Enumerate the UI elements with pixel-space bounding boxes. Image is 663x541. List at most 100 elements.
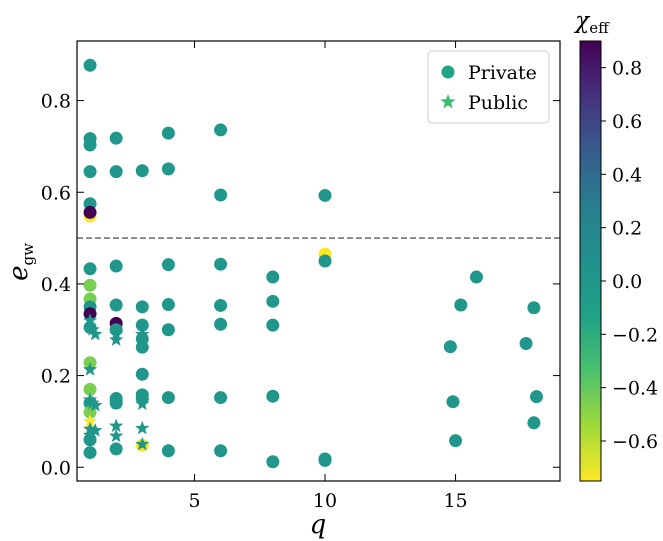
colorbar-label: χeff <box>573 8 610 37</box>
private-point <box>109 259 123 273</box>
private-point <box>135 318 149 332</box>
colorbar-gradient <box>579 40 602 482</box>
public-point <box>82 362 98 376</box>
colorbar-ticks: 0.8 0.6 0.4 0.2 0.0 −0.2 −0.4 −0.6 <box>601 58 658 453</box>
y-tick-label: 0.6 <box>41 182 71 204</box>
private-point <box>214 188 228 202</box>
private-point <box>530 390 544 404</box>
legend-label-private: Private <box>468 62 537 84</box>
public-point <box>135 436 150 451</box>
legend-box <box>427 50 550 124</box>
private-point <box>83 278 97 292</box>
y-tick-label: 0.0 <box>41 457 71 479</box>
x-tick-label: 5 <box>188 490 200 512</box>
public-point <box>85 395 100 410</box>
colorbar-tick-label: −0.4 <box>612 378 658 400</box>
private-point <box>449 434 463 448</box>
axis-ticks: 5 10 15 0.0 0.2 0.4 0.6 0.8 <box>41 41 560 512</box>
private-point <box>266 294 280 308</box>
private-point <box>161 323 175 337</box>
private-point <box>527 301 541 315</box>
private-point <box>83 433 97 447</box>
y-tick-label: 0.8 <box>41 91 71 113</box>
private-point <box>109 131 123 145</box>
legend-circle-marker <box>441 65 455 79</box>
public-point <box>88 423 103 437</box>
private-point <box>83 262 97 276</box>
public-point <box>109 418 124 433</box>
private-point <box>83 446 97 460</box>
public-point <box>135 420 150 435</box>
private-point <box>109 298 123 312</box>
colorbar-tick-label: 0.4 <box>612 164 642 186</box>
private-point <box>109 442 123 456</box>
private-point <box>135 164 149 178</box>
private-point <box>83 165 97 179</box>
legend: Private Public <box>427 50 550 124</box>
private-point <box>161 391 175 405</box>
public-point <box>135 326 150 341</box>
colorbar-tick-label: −0.6 <box>612 431 658 453</box>
public-point <box>109 428 124 443</box>
private-point <box>214 257 228 271</box>
colorbar-tick-label: −0.2 <box>612 324 658 346</box>
public-point <box>109 332 124 346</box>
private-point <box>266 270 280 284</box>
colorbar-tick-label: 0.0 <box>612 271 642 293</box>
colorbar-tick-label: 0.8 <box>612 58 642 80</box>
y-tick-label: 0.4 <box>41 274 71 296</box>
private-point <box>443 340 457 354</box>
private-point <box>161 258 175 272</box>
private-point <box>135 367 149 381</box>
colorbar-tick-label: 0.2 <box>612 218 642 240</box>
private-point <box>109 165 123 179</box>
private-point <box>83 58 97 72</box>
private-point <box>161 444 175 458</box>
colorbar: 0.8 0.6 0.4 0.2 0.0 −0.2 −0.4 −0.6 χeff <box>573 8 658 482</box>
private-point <box>135 300 149 314</box>
private-point <box>318 453 332 467</box>
public-point <box>88 326 103 341</box>
private-point <box>214 391 228 405</box>
data-markers <box>82 58 544 469</box>
private-point <box>266 318 280 332</box>
x-tick-label: 10 <box>313 490 337 512</box>
private-point <box>135 340 149 354</box>
private-point <box>214 298 228 312</box>
private-point <box>161 126 175 140</box>
public-point <box>85 322 100 336</box>
private-point <box>318 188 332 202</box>
private-point <box>214 444 228 458</box>
private-point <box>527 416 541 430</box>
x-axis-label: q <box>310 510 327 540</box>
private-point <box>454 298 468 312</box>
colorbar-tick-label: 0.6 <box>612 111 642 133</box>
public-point <box>82 413 98 428</box>
private-point <box>446 395 460 409</box>
public-point <box>82 313 98 327</box>
private-point <box>469 270 483 284</box>
private-point <box>83 138 97 152</box>
private-point <box>266 389 280 403</box>
private-point <box>83 382 97 396</box>
legend-label-public: Public <box>468 92 528 114</box>
private-point <box>161 298 175 312</box>
public-point <box>88 397 103 412</box>
private-point <box>161 162 175 176</box>
public-point <box>135 396 150 411</box>
private-point <box>83 205 97 219</box>
private-point <box>318 254 332 268</box>
svg-text:egw: egw <box>4 243 37 281</box>
public-point <box>82 392 98 406</box>
public-point <box>109 395 124 410</box>
public-point <box>82 427 98 442</box>
x-tick-label: 15 <box>443 490 467 512</box>
y-tick-label: 0.2 <box>41 366 71 388</box>
legend-star-marker <box>440 94 456 109</box>
private-point <box>266 455 280 469</box>
private-point <box>214 317 228 331</box>
private-point <box>214 123 228 137</box>
private-point <box>519 337 533 350</box>
y-axis-label: egw <box>4 243 37 281</box>
